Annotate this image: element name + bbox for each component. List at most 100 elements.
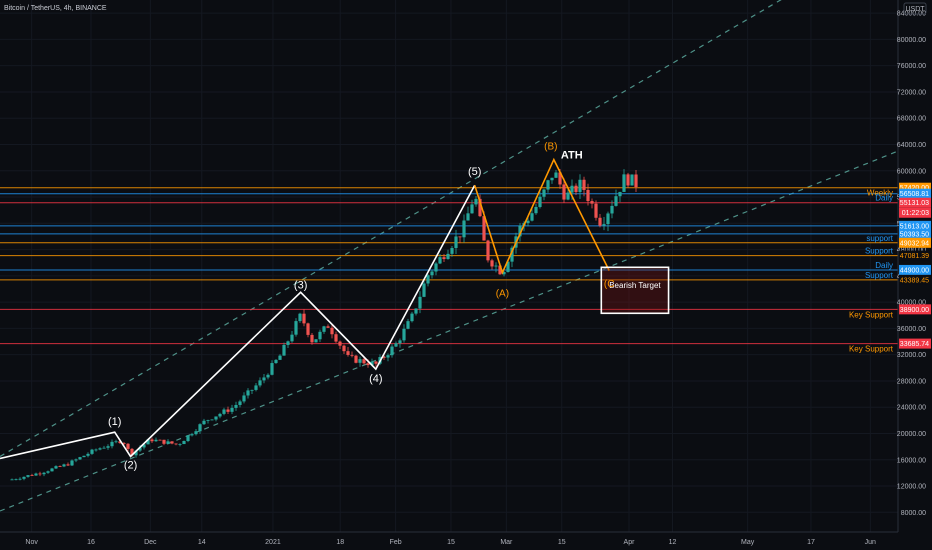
candle-body	[598, 217, 602, 226]
candle-body	[98, 448, 102, 450]
level-note: Support	[865, 271, 894, 280]
candle-body	[310, 334, 314, 343]
price-tag: 51613.00	[900, 223, 929, 230]
level-note: Weekly	[867, 189, 893, 198]
candle-body	[158, 439, 162, 441]
plot-area[interactable]: Bearish Target (1)(2)(3)(4)(5)(A)(B)ATH(…	[0, 0, 898, 512]
y-tick-label: 76000.00	[897, 63, 926, 70]
candle-body	[34, 473, 38, 476]
candle-body	[14, 479, 18, 481]
candle-body	[502, 271, 506, 275]
price-tag-bg	[899, 304, 931, 315]
candle-body	[114, 441, 118, 443]
x-tick-label: May	[741, 539, 755, 546]
candle-body	[262, 377, 266, 381]
candle-body	[350, 354, 354, 356]
time-axis[interactable]: Nov 16 Dec 14 2021 18 Feb 15 Mar 15 Apr 12 May 17 Jun	[25, 539, 876, 546]
candle-body	[390, 346, 394, 356]
candle-body	[22, 476, 26, 479]
price-tag: 33685.74	[900, 341, 929, 348]
candle-body	[342, 345, 346, 352]
y-tick-label: 16000.00	[897, 457, 926, 464]
level-note: Support	[865, 247, 894, 256]
y-tick-label: 72000.00	[897, 89, 926, 96]
candle-body	[94, 449, 98, 451]
wave-label: (5)	[468, 166, 481, 178]
price-tag-bg	[899, 197, 931, 208]
candle-body	[266, 374, 270, 378]
candle-body	[234, 404, 238, 408]
level-notes: WeeklyDailysupportSupportDailySupportKey…	[849, 189, 894, 354]
candle-body	[374, 361, 378, 364]
candle-body	[442, 257, 446, 260]
x-tick-label: 12	[669, 539, 677, 546]
candle-body	[306, 323, 310, 335]
candles	[10, 168, 638, 481]
candle-body	[430, 271, 434, 276]
candle-body	[618, 191, 622, 197]
bearish-target-box[interactable]: Bearish Target	[600, 266, 670, 315]
candle-body	[386, 355, 390, 358]
level-note: Daily	[875, 194, 893, 203]
x-tick-label: 16	[87, 539, 95, 546]
candle-body	[550, 177, 554, 181]
y-tick-label: 8000.00	[901, 510, 926, 517]
candle-body	[138, 447, 142, 451]
candle-body	[214, 416, 218, 420]
candle-body	[222, 409, 226, 414]
wave-label: (1)	[108, 416, 121, 428]
candle-body	[270, 363, 274, 375]
price-tag: 44900.00	[900, 267, 929, 274]
price-tag: 43389.45	[900, 277, 929, 284]
x-tick-label: Dec	[144, 539, 157, 546]
candle-body	[294, 321, 298, 335]
candle-body	[66, 464, 70, 466]
candle-body	[74, 459, 78, 461]
candle-body	[254, 385, 258, 390]
candle-body	[242, 395, 246, 402]
candle-body	[146, 439, 150, 445]
candle-body	[370, 361, 374, 366]
currency-badge[interactable]	[903, 2, 927, 15]
x-tick-label: Jun	[865, 539, 876, 546]
y-tick-label: 48000.00	[897, 247, 926, 254]
candle-body	[302, 313, 306, 324]
level-note: support	[866, 234, 893, 243]
channel-line-lower	[0, 150, 898, 512]
price-tag-bg	[899, 228, 931, 239]
candle-body	[470, 204, 474, 214]
candle-body	[118, 441, 122, 444]
price-tag: 50393.50	[900, 231, 929, 238]
candle-body	[602, 224, 606, 226]
candle-body	[86, 453, 90, 456]
wave-label: (C	[604, 279, 615, 290]
target-rect	[600, 266, 670, 315]
candle-body	[578, 179, 582, 193]
candle-body	[330, 327, 334, 335]
x-tick-label: 18	[336, 539, 344, 546]
candle-body	[274, 359, 278, 364]
candle-body	[334, 334, 338, 342]
price-levels	[0, 187, 898, 345]
price-tag-bg	[899, 338, 931, 349]
y-tick-label: 36000.00	[897, 326, 926, 333]
candle-body	[230, 407, 234, 412]
candle-body	[10, 479, 14, 481]
wave-label: (B)	[544, 142, 557, 153]
candle-body	[90, 449, 94, 454]
candle-body	[610, 205, 614, 214]
wave-label: (4)	[369, 373, 382, 385]
candle-body	[562, 184, 566, 200]
x-tick-label: Mar	[500, 539, 513, 546]
price-tag: 47081.39	[900, 253, 929, 260]
candle-body	[626, 174, 630, 186]
candle-body	[450, 248, 454, 254]
candle-body	[54, 466, 58, 469]
price-axis[interactable]: 84000.0080000.0076000.0072000.0068000.00…	[897, 11, 931, 517]
candle-body	[174, 443, 178, 445]
countdown-tag: 01:22:03	[902, 210, 929, 217]
candle-body	[410, 313, 414, 322]
candle-body	[558, 172, 562, 185]
price-tag-bg	[899, 250, 931, 261]
